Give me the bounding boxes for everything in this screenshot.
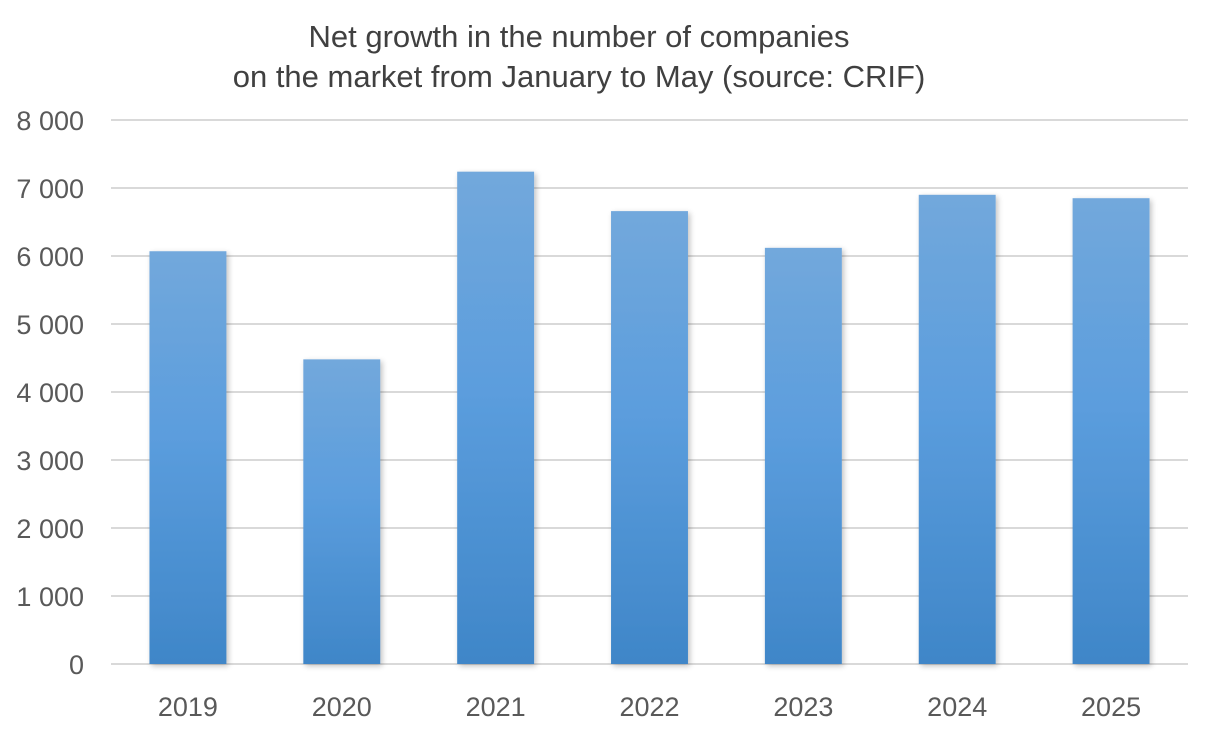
x-tick-label: 2022 [619, 692, 679, 722]
y-axis-tick-labels: 0 1 000 2 000 3 000 4 000 5 000 6 000 7 000 8 00… [16, 106, 84, 680]
chart-title-line-2: on the market from January to May (sourc… [233, 59, 926, 94]
bars [149, 171, 1150, 665]
y-tick-label: 5 000 [16, 310, 84, 340]
x-tick-label: 2025 [1081, 692, 1141, 722]
bar-2023 [764, 247, 842, 664]
x-tick-label: 2021 [466, 692, 526, 722]
x-tick-label: 2024 [927, 692, 987, 722]
y-tick-label: 1 000 [16, 582, 84, 612]
y-tick-label: 0 [69, 650, 84, 680]
x-tick-label: 2020 [312, 692, 372, 722]
y-tick-label: 3 000 [16, 446, 84, 476]
bar-2021 [457, 171, 535, 664]
chart-title-line-1: Net growth in the number of companies [308, 19, 849, 54]
x-tick-label: 2023 [773, 692, 833, 722]
y-tick-label: 4 000 [16, 378, 84, 408]
x-tick-label: 2019 [158, 692, 218, 722]
y-tick-label: 6 000 [16, 242, 84, 272]
bar-2019 [149, 251, 227, 665]
y-tick-label: 7 000 [16, 174, 84, 204]
bar-2020 [303, 359, 381, 664]
y-tick-label: 8 000 [16, 106, 84, 136]
bar-2022 [611, 211, 688, 664]
y-tick-label: 2 000 [16, 514, 84, 544]
bar-2025 [1072, 198, 1150, 664]
bar-2024 [918, 194, 996, 665]
x-axis-tick-labels: 2019 2020 2021 2022 2023 2024 2025 [158, 692, 1141, 722]
